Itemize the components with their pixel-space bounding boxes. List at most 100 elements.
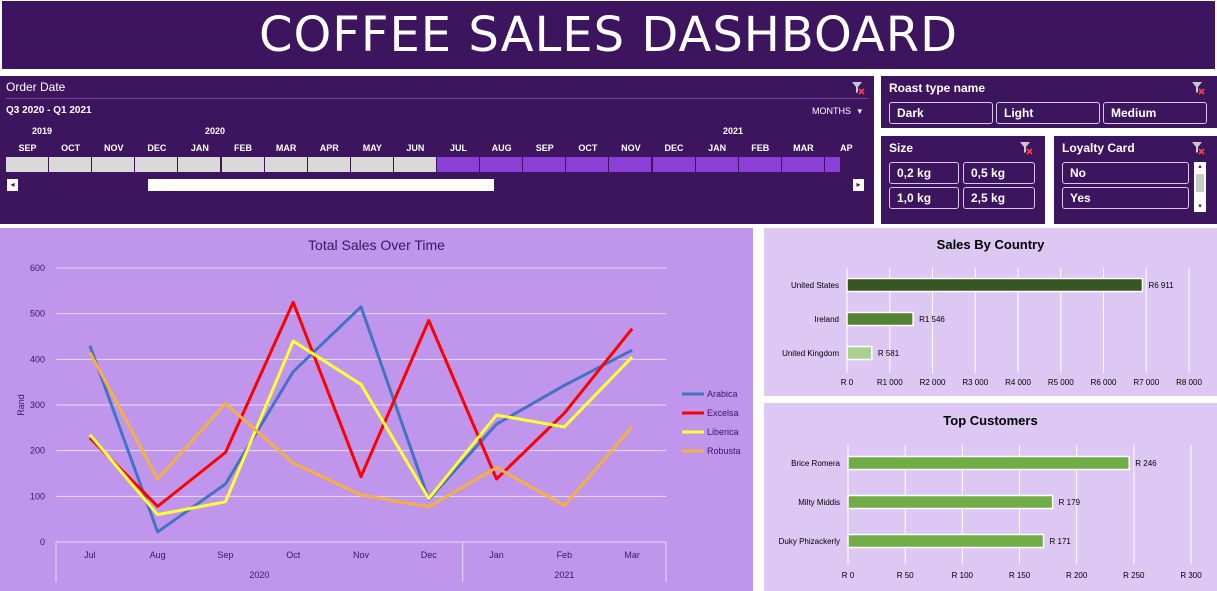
- timeline-month-cell[interactable]: [695, 157, 739, 172]
- timeline-month-cell[interactable]: [781, 157, 825, 172]
- timeline-month-label: JAN: [708, 143, 727, 153]
- timeline-scroll-left-arrow[interactable]: ◂: [7, 179, 18, 191]
- y-tick-label: 200: [30, 446, 45, 456]
- chevron-up-icon: ▴: [1198, 163, 1202, 170]
- timeline-month-label: JUL: [450, 143, 468, 153]
- timeline-month-cell[interactable]: [307, 157, 351, 172]
- top-customers-panel: Top Customers R 0 R 50 R 100 R 150 R 200 R 25…: [764, 403, 1217, 591]
- chevron-down-icon: ▾: [1198, 203, 1202, 210]
- x-tick-label: R1 000: [877, 378, 903, 387]
- legend-label: Excelsa: [707, 408, 739, 418]
- timeline-month-cell[interactable]: [738, 157, 782, 172]
- bar-value-label: R 171: [1050, 537, 1072, 546]
- bar: [846, 345, 873, 361]
- roast-item-dark[interactable]: Dark: [889, 102, 993, 124]
- timeline-level-dropdown[interactable]: MONTHS ▾: [812, 106, 862, 117]
- timeline-month-label: JUN: [406, 143, 425, 153]
- timeline-level-label: MONTHS: [812, 106, 851, 116]
- timeline-month-cell[interactable]: [824, 157, 841, 172]
- x-group-label: 2021: [554, 570, 574, 580]
- x-tick-label: R6 000: [1091, 378, 1117, 387]
- dashboard-title: COFFEE SALES DASHBOARD: [258, 7, 959, 63]
- size-item-2-5kg[interactable]: 2,5 kg: [963, 187, 1035, 209]
- y-tick-label: 400: [30, 354, 45, 364]
- sales-by-country-chart: R 0 R1 000 R2 000 R3 000 R4 000 R5 000 R6 000 R…: [782, 268, 1202, 387]
- order-date-timeline[interactable]: Order Date Q3 2020 - Q1 2021 MONTHS ▾: [0, 76, 874, 224]
- roast-clear-filter-icon[interactable]: [1191, 81, 1205, 95]
- timeline-month-cell[interactable]: [221, 157, 265, 172]
- timeline-month-cell[interactable]: [178, 157, 222, 172]
- x-tick-label: R 50: [897, 571, 914, 580]
- bar: [847, 533, 1045, 549]
- loyalty-card-slicer: Loyalty Card No Yes ▴ ▾: [1054, 136, 1217, 224]
- x-tick-label: R 200: [1066, 571, 1088, 580]
- x-tick-label: Dec: [421, 550, 438, 560]
- y-axis-label: Rand: [16, 394, 26, 416]
- timeline-month-cell[interactable]: [652, 157, 696, 172]
- size-item-1-0kg[interactable]: 1,0 kg: [889, 187, 959, 209]
- loyalty-clear-filter-icon[interactable]: [1191, 141, 1205, 155]
- roast-type-slicer: Roast type name Dark Light Medium: [881, 76, 1217, 128]
- x-group-label: 2020: [249, 570, 269, 580]
- timeline-clear-filter-icon[interactable]: [851, 81, 865, 95]
- timeline-month-cell[interactable]: [393, 157, 437, 172]
- timeline-month-cell[interactable]: [92, 157, 136, 172]
- timeline-month-cell[interactable]: [135, 157, 179, 172]
- timeline-scroll-thumb[interactable]: [148, 179, 494, 191]
- roast-item-medium[interactable]: Medium: [1103, 102, 1207, 124]
- customers-chart-title: Top Customers: [943, 413, 1038, 428]
- x-tick-label: R 250: [1123, 571, 1145, 580]
- total-sales-chart-panel: Total Sales Over Time 0 100 200 300 400 500 60…: [0, 228, 753, 591]
- x-tick-label: Aug: [150, 550, 166, 560]
- timeline-month-label: JAN: [190, 143, 209, 153]
- y-tick-label: 300: [30, 400, 45, 410]
- loyalty-scrollbar[interactable]: ▴ ▾: [1194, 162, 1206, 212]
- timeline-month-label: MAR: [793, 143, 814, 153]
- timeline-divider: [6, 98, 868, 99]
- timeline-month-label: OCT: [61, 143, 81, 153]
- bar: [847, 494, 1054, 510]
- timeline-month-label: NOV: [103, 143, 124, 153]
- loyalty-item-no[interactable]: No: [1062, 162, 1189, 184]
- x-tick-label: Sep: [217, 550, 233, 560]
- series-line-excelsa: [88, 300, 634, 508]
- timeline-month-cell[interactable]: [6, 157, 50, 172]
- timeline-year-label: 2020: [205, 126, 226, 136]
- timeline-year-label: 2019: [32, 126, 53, 136]
- timeline-month-cell[interactable]: [480, 157, 524, 172]
- x-tick-label: R5 000: [1048, 378, 1074, 387]
- x-tick-label: Jul: [84, 550, 96, 560]
- legend-label: Robusta: [707, 446, 741, 456]
- roast-item-light[interactable]: Light: [996, 102, 1100, 124]
- timeline-year-label: 2021: [723, 126, 744, 136]
- timeline-month-cell[interactable]: [350, 157, 394, 172]
- y-tick-label: 0: [40, 537, 45, 547]
- bar: [846, 311, 914, 327]
- timeline-scroll-right-arrow[interactable]: ▸: [853, 179, 864, 191]
- x-tick-label: R 300: [1180, 571, 1202, 580]
- timeline-month-cell[interactable]: [609, 157, 653, 172]
- timeline-month-cell[interactable]: [566, 157, 610, 172]
- legend-label: Liberica: [707, 427, 739, 437]
- timeline-month-cell[interactable]: [49, 157, 93, 172]
- timeline-month-cell[interactable]: [523, 157, 567, 172]
- timeline-month-cell[interactable]: [264, 157, 308, 172]
- sales-by-country-panel: Sales By Country R 0 R1 000 R2 000 R3 000 R4…: [764, 228, 1217, 396]
- bar-value-label: R 246: [1135, 459, 1157, 468]
- timeline-header: Order Date: [6, 80, 66, 94]
- size-slicer: Size 0,2 kg 0,5 kg 1,0 kg 2,5 kg: [881, 136, 1045, 224]
- timeline-month-cell[interactable]: [437, 157, 481, 172]
- x-tick-label: Oct: [286, 550, 301, 560]
- x-tick-label: R2 000: [920, 378, 946, 387]
- size-item-0-2kg[interactable]: 0,2 kg: [889, 162, 959, 184]
- x-tick-label: R 100: [952, 571, 974, 580]
- loyalty-item-yes[interactable]: Yes: [1062, 187, 1189, 209]
- series-line-arabica: [88, 305, 633, 534]
- size-item-0-5kg[interactable]: 0,5 kg: [963, 162, 1035, 184]
- size-clear-filter-icon[interactable]: [1019, 141, 1033, 155]
- x-tick-label: Jan: [489, 550, 504, 560]
- x-tick-label: R 0: [842, 571, 855, 580]
- dashboard-title-bar: COFFEE SALES DASHBOARD: [2, 1, 1215, 69]
- x-tick-label: Mar: [624, 550, 640, 560]
- loyalty-scroll-thumb[interactable]: [1196, 174, 1204, 192]
